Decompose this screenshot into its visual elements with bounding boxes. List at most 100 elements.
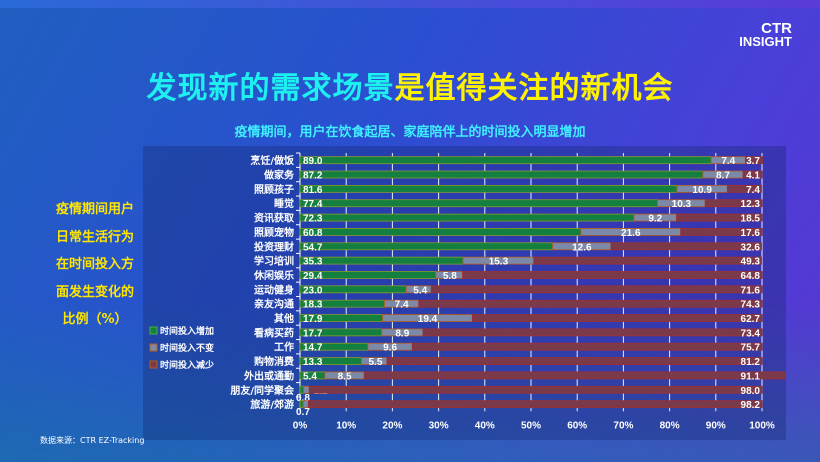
x-tick-label: 90% <box>706 420 726 431</box>
data-label: 9.2 <box>648 214 662 225</box>
data-label: 21.6 <box>621 228 641 239</box>
x-tick-label: 10% <box>336 420 356 431</box>
logo-line1: CTR <box>761 20 792 37</box>
bar-segment <box>422 328 763 337</box>
bar-segment <box>308 385 763 394</box>
bar-segment <box>299 156 712 165</box>
data-label: 7.4 <box>746 185 760 196</box>
category-label: 购物消费 <box>254 355 294 368</box>
side-line: 日常生活行为 <box>55 229 134 245</box>
category-label: 学习培训 <box>254 255 294 268</box>
title-part1: 发现新的需求场景 <box>146 71 395 106</box>
bar-segment <box>676 213 763 222</box>
category-label: 运动健身 <box>254 283 294 296</box>
legend-label: 时间投入增加 <box>160 325 214 337</box>
data-label: 32.6 <box>741 242 761 253</box>
bar-segment <box>418 299 763 308</box>
category-label: 外出或通勤 <box>243 369 294 382</box>
ctr-insight-logo: CTR INSIGHT <box>739 20 792 49</box>
bar-segment <box>680 228 763 236</box>
category-label: 做家务 <box>263 169 295 182</box>
bar-segment <box>307 400 763 409</box>
category-label: 睡觉 <box>274 197 294 210</box>
data-label: 5.8 <box>443 271 457 282</box>
x-tick-label: 70% <box>613 420 633 431</box>
category-label: 资讯获取 <box>254 212 295 225</box>
bar-segment <box>299 199 658 208</box>
legend-swatch <box>149 343 158 352</box>
data-label: 5.4 <box>413 285 427 296</box>
bar-segment <box>726 184 762 193</box>
logo-line2: INSIGHT <box>739 34 792 49</box>
x-tick-label: 40% <box>475 420 495 431</box>
data-label: 17.6 <box>741 228 761 239</box>
category-label: 亲友沟通 <box>254 298 294 311</box>
data-label: 3.7 <box>746 156 760 167</box>
category-label: 其他 <box>274 312 294 325</box>
data-label: 98.0 <box>741 386 761 397</box>
bar-segment <box>430 285 763 294</box>
bar-segment <box>363 371 786 380</box>
side-line: 比例（%） <box>62 312 128 327</box>
category-label: 照顾孩子 <box>254 183 294 196</box>
bar-segment <box>471 314 763 322</box>
data-label: 75.7 <box>741 343 761 354</box>
data-label: 71.6 <box>741 285 761 296</box>
x-tick-label: 50% <box>521 420 541 431</box>
data-label: 7.4 <box>721 156 735 167</box>
data-label: 72.3 <box>303 214 323 225</box>
bar-segment <box>462 271 763 279</box>
bar-segment <box>299 184 678 193</box>
bar-segment <box>533 256 762 265</box>
legend-label: 时间投入不变 <box>160 342 214 354</box>
data-label: 74.3 <box>741 300 761 311</box>
side-line: 疫情期间用户 <box>55 202 134 217</box>
side-line: 面发生变化的 <box>55 284 134 300</box>
data-label: 98.2 <box>741 400 761 411</box>
bar-segment <box>386 357 763 365</box>
data-label: 19.4 <box>418 314 438 325</box>
data-label: 23.0 <box>303 285 323 296</box>
data-label: 12.3 <box>741 199 761 210</box>
bar-segment <box>610 242 762 251</box>
bar-segment <box>302 400 309 409</box>
data-label: 87.2 <box>303 171 323 182</box>
bar-segment <box>704 199 763 208</box>
x-tick-label: 60% <box>567 420 587 431</box>
data-label: 8.7 <box>716 171 730 182</box>
data-label: 81.6 <box>303 185 323 196</box>
data-label: 13.3 <box>303 357 323 368</box>
category-label: 朋友/同学聚会 <box>229 384 294 397</box>
data-label: 64.8 <box>741 271 761 282</box>
data-label: 17.9 <box>303 314 323 325</box>
legend-label: 时间投入减少 <box>160 359 214 371</box>
data-label: 14.7 <box>303 343 323 354</box>
bar-segment <box>299 170 704 179</box>
bar-segment <box>299 256 464 265</box>
data-label: 77.4 <box>303 199 323 210</box>
data-label: 18.3 <box>303 300 323 311</box>
data-label: 0.7 <box>296 407 310 418</box>
bar-segment <box>303 385 310 394</box>
data-label: 35.3 <box>303 257 323 268</box>
legend-swatch <box>149 326 158 335</box>
data-label: 10.3 <box>672 199 692 210</box>
chart-subtitle: 疫情期间，用户在饮食起居、家庭陪伴上的时间投入明显增加 <box>234 125 586 140</box>
bar-segment <box>411 342 763 351</box>
data-label: 54.7 <box>303 242 323 253</box>
category-label: 旅游/郊游 <box>250 398 294 411</box>
data-label: 9.6 <box>383 343 397 354</box>
category-label: 休闲娱乐 <box>253 269 294 282</box>
x-tick-label: 80% <box>660 420 680 431</box>
category-label: 看病买药 <box>254 326 294 339</box>
data-label: 8.9 <box>395 328 409 339</box>
data-label: 18.5 <box>741 214 761 225</box>
category-label: 烹饪/做饭 <box>250 154 294 167</box>
bar-segment <box>299 242 554 251</box>
data-label: 12.6 <box>572 242 592 253</box>
x-tick-label: 20% <box>382 420 402 431</box>
bar-segment <box>299 213 635 222</box>
category-label: 工作 <box>274 341 294 354</box>
background-glow <box>0 300 820 462</box>
data-label: 81.2 <box>741 357 761 368</box>
